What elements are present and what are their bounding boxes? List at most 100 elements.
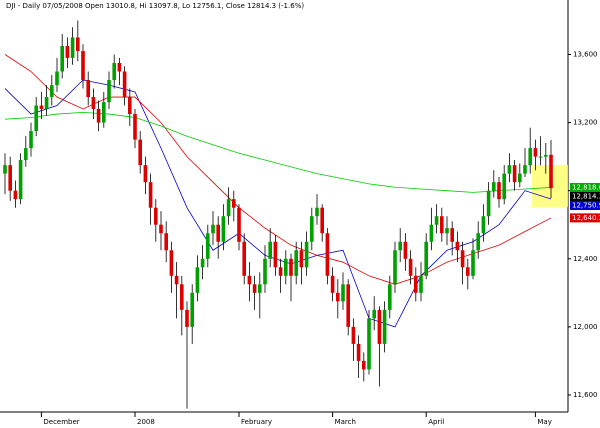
candle-body	[232, 199, 236, 208]
moving-average-line	[4, 111, 552, 193]
candle-body	[289, 258, 293, 276]
candle-body	[185, 309, 189, 327]
last-value-box	[570, 201, 600, 211]
candle-body	[60, 45, 64, 72]
candle-body	[502, 173, 506, 200]
candle-body	[221, 216, 226, 242]
candle-body	[180, 284, 184, 310]
candle-body	[341, 284, 345, 302]
candle-body	[112, 62, 116, 81]
y-tick-label: 12,400	[573, 255, 598, 263]
candle-body	[50, 85, 54, 98]
candle-body	[367, 318, 371, 370]
candle-body	[310, 216, 314, 242]
x-tick-label: February	[241, 418, 272, 426]
candle-body	[154, 207, 158, 225]
candle-body	[8, 165, 12, 191]
x-tick-label: April	[428, 418, 444, 426]
candle-body	[414, 275, 418, 293]
candle-body	[211, 224, 215, 234]
last-value-label: 12,814.3	[572, 193, 600, 201]
candle-body	[258, 284, 262, 293]
candle-body	[325, 233, 330, 276]
candle-body	[497, 182, 501, 200]
candle-body	[169, 250, 174, 276]
candle-body	[237, 207, 241, 242]
candle-body	[388, 284, 392, 310]
moving-average-line	[4, 54, 552, 285]
candle-body	[200, 258, 205, 268]
candle-body	[273, 241, 278, 268]
last-value-box	[570, 192, 600, 202]
y-tick-label: 11,600	[573, 391, 598, 399]
candle-body	[434, 216, 439, 225]
candle-body	[424, 241, 428, 276]
candle-body	[143, 165, 148, 183]
candle-body	[471, 250, 475, 276]
candle-body	[263, 258, 267, 285]
candle-body	[398, 241, 402, 251]
candle-body	[523, 165, 527, 174]
candle-body	[455, 241, 460, 251]
candle-body	[315, 207, 319, 217]
candle-body	[512, 165, 517, 183]
candle-body	[351, 326, 356, 344]
candle-body	[128, 97, 132, 115]
x-tick-label: December	[43, 418, 79, 426]
last-value-label: 12,750.9	[572, 202, 600, 210]
candle-body	[195, 267, 200, 293]
last-value-label: 12,818.6	[572, 184, 600, 192]
candle-body	[159, 224, 163, 234]
candle-body	[518, 173, 522, 183]
candle-body	[299, 250, 304, 268]
candle-body	[174, 275, 179, 285]
candle-body	[356, 343, 361, 361]
candle-body	[304, 241, 309, 268]
x-tick-label: 2008	[137, 418, 155, 426]
candle-body	[486, 190, 491, 217]
candle-body	[81, 51, 85, 81]
candle-body	[268, 241, 272, 259]
candle-body	[403, 241, 408, 259]
candle-body	[336, 292, 340, 302]
candle-body	[13, 190, 18, 200]
candle-body	[133, 114, 137, 140]
candle-body	[330, 275, 335, 293]
candle-body	[492, 182, 496, 191]
candle-body	[429, 224, 434, 242]
candle-body	[440, 216, 444, 234]
candle-body	[55, 71, 59, 86]
candle-body	[549, 154, 553, 189]
y-tick-label: 13,200	[573, 119, 598, 127]
candle-body	[122, 71, 127, 98]
candle-body	[544, 154, 548, 157]
candle-body	[377, 309, 382, 344]
candle-body	[242, 241, 246, 276]
candle-body	[117, 62, 122, 72]
candle-body	[226, 199, 231, 217]
candle-body	[190, 292, 194, 327]
candle-body	[102, 102, 106, 123]
candle-body	[450, 228, 454, 242]
candle-body	[107, 80, 111, 103]
candle-body	[164, 233, 168, 251]
candle-body	[284, 258, 288, 276]
candle-body	[445, 228, 449, 234]
candle-body	[96, 108, 101, 123]
candle-body	[76, 37, 80, 52]
candle-body	[362, 360, 366, 370]
candle-body	[393, 250, 397, 285]
candle-body	[294, 250, 298, 276]
candle-body	[476, 233, 480, 251]
candle-body	[372, 309, 376, 319]
candle-body	[466, 267, 470, 276]
candle-body	[138, 139, 142, 166]
candle-body	[320, 207, 324, 234]
candle-body	[206, 233, 210, 259]
last-value-box	[570, 213, 600, 223]
y-tick-label: 13,600	[573, 50, 598, 58]
y-tick-label: 12,000	[573, 323, 598, 331]
candle-body	[3, 165, 7, 174]
